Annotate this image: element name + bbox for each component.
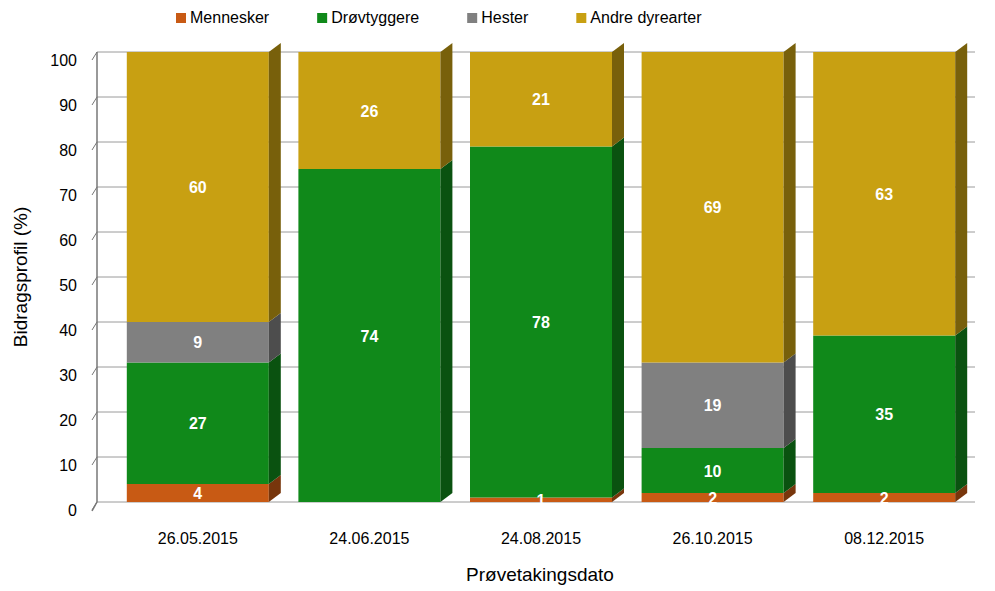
bar-segment (298, 52, 440, 169)
chart: 0 10 20 30 40 50 60 70 80 90 100 4 27 9 60 74 26 1 78 21 2 10… (0, 0, 995, 591)
bar-segment (642, 363, 784, 449)
tick-label: 70 (59, 187, 77, 204)
category-label: 08.12.2015 (844, 530, 924, 547)
legend-swatch (467, 13, 477, 23)
y-axis-line (96, 52, 98, 502)
bar-segment (813, 336, 955, 494)
data-label: 60 (189, 179, 207, 196)
legend-label: Drøvtyggere (331, 9, 419, 26)
bar-side (612, 138, 624, 498)
bars (127, 43, 967, 502)
legend-label: Mennesker (190, 9, 270, 26)
tick-label: 10 (59, 457, 77, 474)
tick-label: 80 (59, 142, 77, 159)
bar-side (784, 43, 796, 363)
bar-segment (642, 52, 784, 363)
y-axis: 0 10 20 30 40 50 60 70 80 90 100 (50, 52, 975, 519)
bar-segment (298, 169, 440, 502)
data-label: 19 (704, 397, 722, 414)
legend-swatch (317, 13, 327, 23)
tick-label: 60 (59, 232, 77, 249)
bar-side (440, 160, 452, 502)
data-label: 78 (532, 314, 550, 331)
bar-segment (127, 52, 269, 322)
category-label: 24.08.2015 (501, 530, 581, 547)
bar-side (612, 43, 624, 147)
x-axis-label: Prøvetakingsdato (466, 564, 614, 585)
bar-segment (470, 147, 612, 498)
bar-segment (470, 52, 612, 147)
data-label: 2 (880, 490, 889, 507)
legend: Mennesker Drøvtyggere Hester Andre dyrearte… (176, 9, 702, 26)
bar-segment (127, 363, 269, 485)
bar-segment (127, 322, 269, 363)
bar-side (955, 327, 967, 494)
bar-side (784, 439, 796, 493)
data-label: 1 (537, 492, 546, 509)
tick-label: 30 (59, 367, 77, 384)
data-label: 35 (875, 406, 893, 423)
data-label: 26 (361, 103, 379, 120)
tick-mark (92, 502, 97, 510)
bar-segment (642, 448, 784, 493)
y-axis-line (92, 502, 97, 511)
tick-label: 90 (59, 97, 77, 114)
data-labels: 4 27 9 60 74 26 1 78 21 2 10 19 69 2 35 63 (189, 91, 893, 509)
y-axis-label: Bidragsprofil (%) (10, 207, 31, 347)
category-label: 26.05.2015 (158, 530, 238, 547)
bar-segment (813, 52, 955, 336)
data-label: 69 (704, 199, 722, 216)
legend-swatch (176, 13, 186, 23)
data-label: 4 (193, 485, 202, 502)
data-label: 74 (361, 328, 379, 345)
tick-label: 50 (59, 277, 77, 294)
bar-side (784, 354, 796, 449)
tick-label: 20 (59, 412, 77, 429)
tick-label: 100 (50, 52, 77, 69)
bar-side (269, 354, 281, 485)
data-label: 63 (875, 186, 893, 203)
data-label: 2 (708, 490, 717, 507)
data-label: 27 (189, 415, 207, 432)
category-label: 24.06.2015 (329, 530, 409, 547)
data-label: 10 (704, 463, 722, 480)
bar-side (269, 43, 281, 322)
bar-segment (127, 484, 269, 502)
legend-label: Hester (481, 9, 529, 26)
tick-label: 0 (68, 502, 77, 519)
tick-label: 40 (59, 322, 77, 339)
category-label: 26.10.2015 (673, 530, 753, 547)
data-label: 21 (532, 91, 550, 108)
bar-side (440, 43, 452, 169)
legend-label: Andre dyrearter (590, 9, 702, 26)
data-label: 9 (193, 334, 202, 351)
bar-side (955, 43, 967, 336)
legend-swatch (576, 13, 586, 23)
